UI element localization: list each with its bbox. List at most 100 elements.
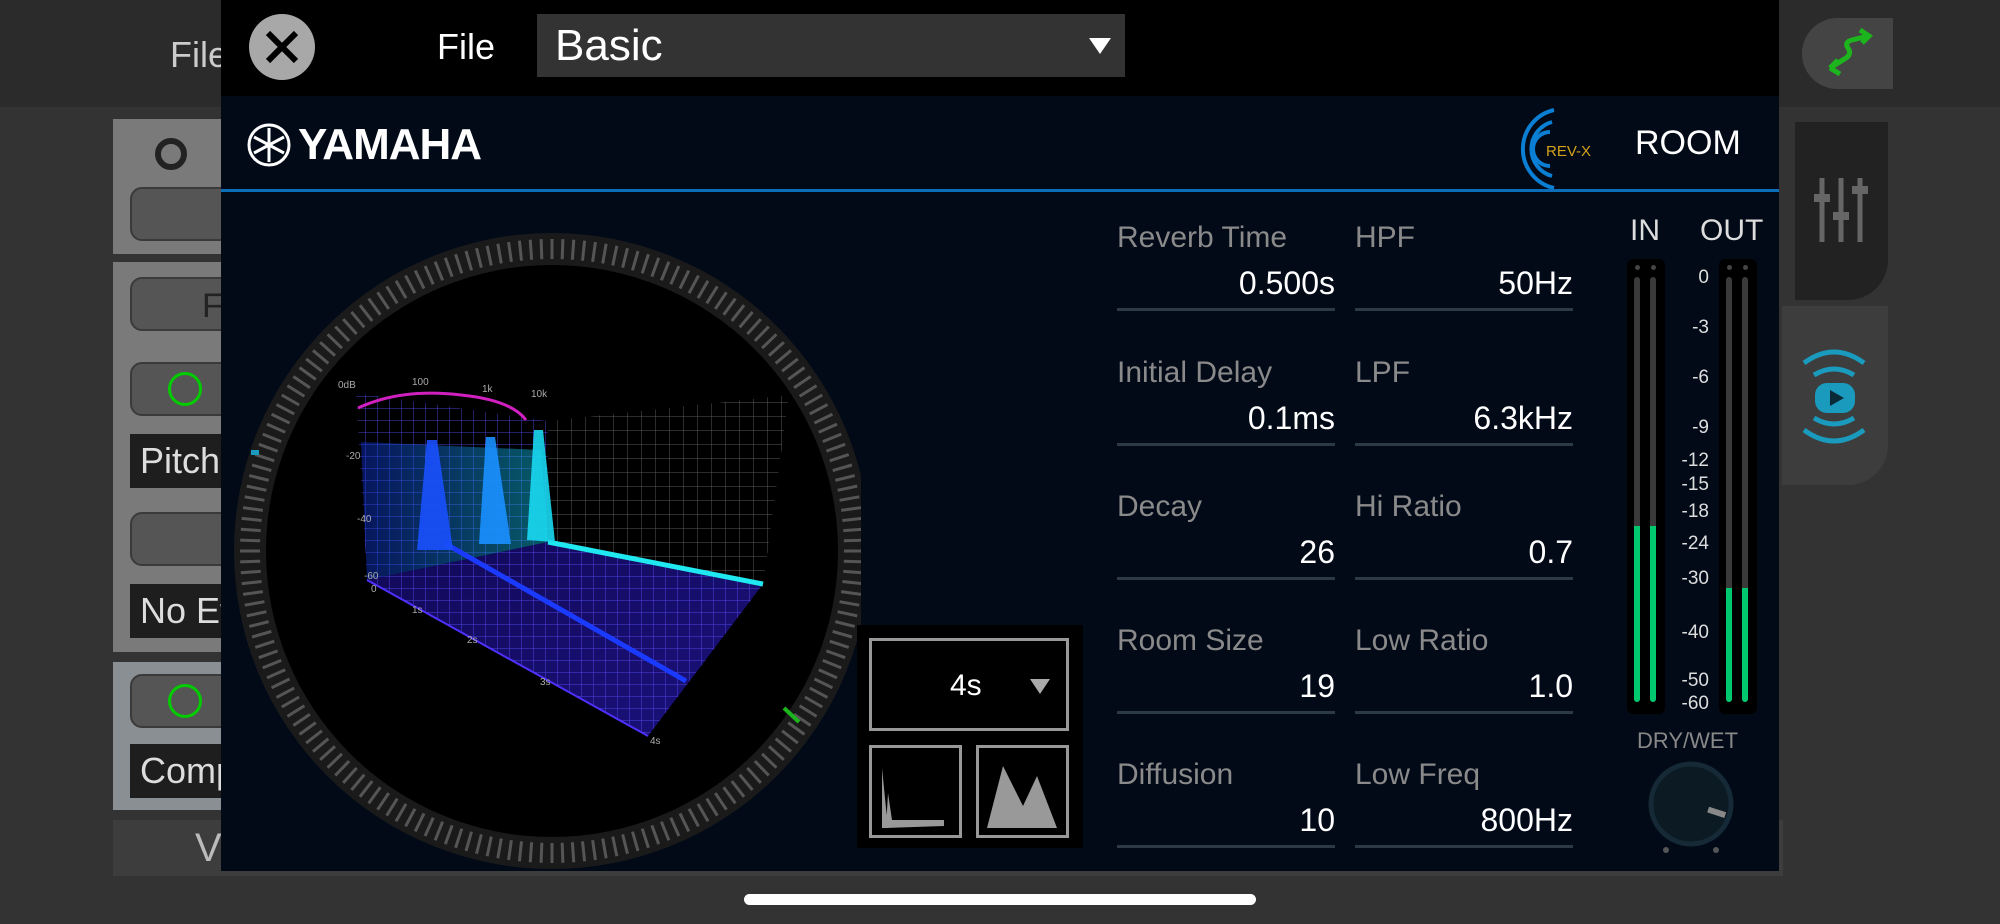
dial-tick	[804, 393, 823, 407]
param-value-field[interactable]: 0.500s	[1117, 265, 1335, 311]
meter-scale-tick: 0	[1698, 267, 1709, 288]
dial-tick	[842, 517, 861, 522]
dial-tick	[840, 590, 861, 596]
time-range-dropdown[interactable]: 4s	[869, 638, 1069, 731]
dial-tick	[266, 668, 286, 680]
dial-tick	[433, 261, 445, 281]
dial-tick	[240, 527, 261, 533]
dial-tick	[611, 245, 619, 266]
dial-tick	[528, 239, 534, 260]
early-reflection-view-button[interactable]	[869, 745, 962, 838]
dial-position-marker[interactable]	[782, 706, 801, 724]
meter-scale-tick: -6	[1692, 367, 1709, 388]
dial-tick	[813, 677, 834, 690]
dial-tick	[286, 704, 306, 718]
dial-tick	[517, 841, 523, 862]
dial-tick	[394, 803, 408, 822]
param-value-field[interactable]: 1.0	[1355, 668, 1573, 714]
param-value-field[interactable]: 19	[1117, 668, 1335, 714]
dial-tick	[822, 658, 842, 670]
param-value-field[interactable]: 6.3kHz	[1355, 400, 1573, 446]
graph-axis-label: 0	[371, 584, 377, 595]
dial-tick	[258, 649, 279, 660]
dial-tick	[281, 695, 300, 709]
power-icon	[168, 372, 202, 406]
dial-tick	[798, 384, 818, 398]
dial-start-marker	[251, 450, 259, 455]
param-value-field[interactable]: 800Hz	[1355, 802, 1573, 848]
dial-tick	[242, 590, 264, 596]
home-indicator[interactable]	[744, 894, 1256, 905]
dial-tick	[240, 569, 261, 575]
in-meter-label: IN	[1630, 214, 1660, 247]
dial-tick	[761, 333, 778, 350]
dial-tick	[813, 412, 834, 425]
dial-tick	[244, 495, 265, 502]
meter-scale-tick: -40	[1681, 622, 1709, 643]
dial-tick	[601, 243, 608, 264]
dial-tick	[818, 668, 838, 680]
meter-scale-tick: -18	[1681, 501, 1709, 522]
dial-tick	[714, 291, 728, 310]
dial-tick	[342, 766, 358, 784]
mixer-tab[interactable]	[1795, 122, 1888, 300]
param-value-field[interactable]: 26	[1117, 534, 1335, 580]
dial-tick	[714, 792, 728, 811]
dial-tick	[687, 274, 700, 294]
dial-tick	[262, 432, 282, 444]
param-label: Initial Delay	[1117, 356, 1273, 389]
dial-tick	[266, 422, 286, 434]
dial-tick	[640, 253, 650, 274]
dial-tick	[464, 831, 473, 852]
swap-arrows-icon	[1828, 27, 1873, 77]
dial-tick	[517, 240, 523, 261]
close-button[interactable]	[249, 14, 315, 80]
dial-tick	[240, 559, 261, 564]
dial-tick	[659, 821, 671, 841]
graph-axis-label: 4s	[650, 736, 661, 747]
dial-tick	[241, 516, 262, 522]
dial-tick	[829, 453, 850, 463]
meter-scale-tick: -12	[1681, 450, 1709, 471]
dial-tick	[298, 366, 317, 381]
preset-dropdown[interactable]: Basic	[537, 14, 1125, 77]
dial-tick	[248, 620, 270, 628]
param-label: Room Size	[1117, 624, 1264, 657]
dial-tick	[528, 842, 534, 863]
dial-tick	[404, 274, 417, 294]
preset-value: Basic	[555, 20, 663, 70]
swap-button[interactable]	[1802, 18, 1893, 89]
dial-tick	[832, 463, 853, 472]
dial-tick	[650, 257, 661, 278]
dial-tick	[839, 600, 860, 607]
param-value-field[interactable]: 0.1ms	[1117, 400, 1335, 446]
dial-tick	[705, 285, 719, 305]
meter-level-fill	[1726, 587, 1732, 702]
reverb-type: ROOM	[1635, 124, 1741, 162]
dial-tick	[240, 538, 261, 543]
record-icon[interactable]	[155, 138, 187, 170]
dial-tick	[581, 841, 587, 862]
dial-tick	[842, 580, 861, 585]
dial-tick	[248, 474, 270, 482]
dial-tick	[560, 842, 565, 863]
dial-tick	[312, 349, 330, 365]
dial-tick	[319, 745, 337, 761]
dial-tick	[822, 432, 842, 444]
dry-wet-knob[interactable]	[1643, 760, 1739, 856]
dial-tick	[292, 713, 311, 727]
dial-tick	[601, 838, 608, 859]
dial-tick	[787, 366, 806, 381]
dial-tick	[270, 677, 291, 690]
dial-tick	[413, 269, 426, 290]
playback-tab[interactable]	[1782, 306, 1888, 485]
dial-tick	[678, 812, 691, 833]
dial-tick	[464, 250, 473, 271]
frequency-view-button[interactable]	[976, 745, 1069, 838]
meter-scale-tick: -50	[1681, 670, 1709, 691]
meter-level-fill	[1650, 526, 1656, 702]
param-value-field[interactable]: 50Hz	[1355, 265, 1573, 311]
meter-scale-tick: -9	[1692, 417, 1709, 438]
param-value-field[interactable]: 10	[1117, 802, 1335, 848]
param-value-field[interactable]: 0.7	[1355, 534, 1573, 580]
